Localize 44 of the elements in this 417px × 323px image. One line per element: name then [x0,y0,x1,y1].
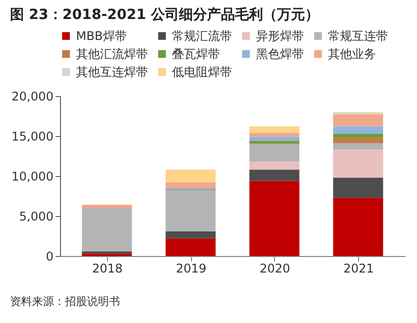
y-tick-label: 0 [46,250,54,264]
bar [333,126,384,134]
y-tick-label: 20,000 [12,90,54,104]
bar [333,143,384,150]
chart-title: 图 23：2018-2021 公司细分产品毛利（万元） [10,6,319,23]
bar [166,238,216,256]
bar [333,138,384,144]
legend-label: 常规汇流带 [172,29,232,43]
bar [249,126,300,133]
y-tick-label: 15,000 [12,130,54,144]
x-tick-label: 2018 [92,262,123,276]
x-tick-label: 2020 [260,262,290,276]
legend-label: 其他互连焊带 [76,65,148,79]
bar [166,190,216,232]
bar [82,208,132,252]
y-tick-label: 10,000 [12,170,54,184]
bar [333,150,384,178]
legend-label: 叠瓦焊带 [172,47,220,61]
text: 资料来源：招股说明书 [10,295,120,308]
x-tick-label: 2019 [176,262,206,276]
bar [82,204,132,208]
x-tick-label: 2021 [343,262,374,276]
y-tick-label: 5,000 [19,210,54,224]
legend-label: 异形焊带 [256,29,304,43]
bar [249,132,300,137]
bar [166,231,216,238]
bar [333,134,384,138]
bar [249,136,300,141]
bar [249,162,300,170]
bar [249,170,300,181]
legend-label: 黑色焊带 [256,47,304,61]
legend-label: 其他业务 [328,47,376,61]
bar [249,144,300,162]
bar [166,182,216,188]
legend-label: 常规互连带 [328,29,388,43]
bar [82,251,132,254]
legend-label: MBB焊带 [76,29,127,43]
legend-label: 其他汇流焊带 [76,47,148,61]
legend-label: 低电阻焊带 [172,65,232,79]
bar [249,180,300,256]
bar [333,198,384,256]
bar [333,178,384,198]
bar [166,170,216,182]
bar [333,114,384,126]
